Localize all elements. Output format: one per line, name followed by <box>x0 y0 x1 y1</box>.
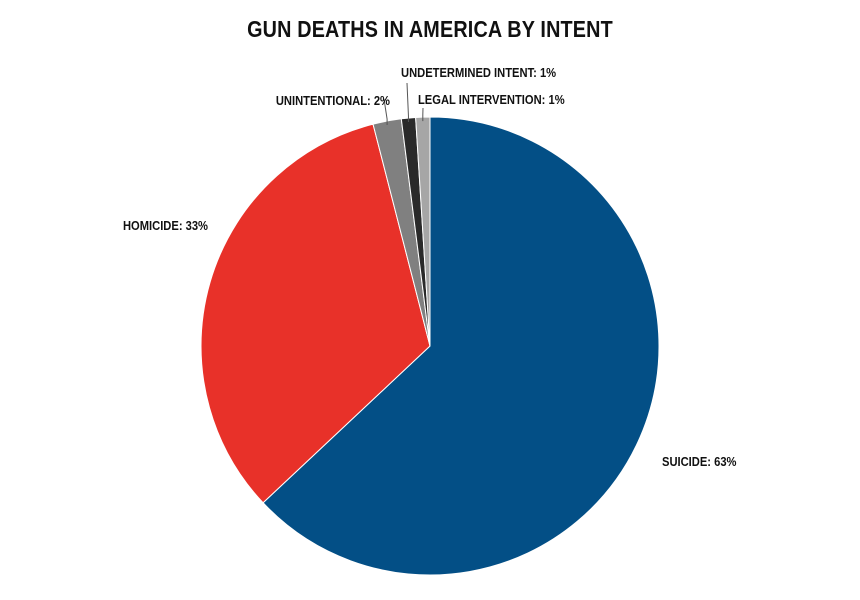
slice-label-unintentional: UNINTENTIONAL: 2% <box>276 93 390 108</box>
slice-label-suicide: SUICIDE: 63% <box>662 454 737 469</box>
pie-slice-suicide <box>262 116 660 576</box>
pie-slice-homicide <box>200 123 431 504</box>
pie-slices <box>200 116 660 576</box>
label-leader-lines <box>383 82 424 126</box>
slice-label-homicide: HOMICIDE: 33% <box>123 218 208 233</box>
slice-labels: SUICIDE: 63% HOMICIDE: 33% UNINTENTIONAL: … <box>123 65 737 469</box>
slice-label-undetermined-intent: UNDETERMINED INTENT: 1% <box>401 65 556 80</box>
leader-line-undetermined-intent <box>406 82 409 123</box>
leader-line-unintentional <box>383 98 388 126</box>
slice-label-legal-intervention: LEGAL INTERVENTION: 1% <box>418 92 565 107</box>
chart-title: GUN DEATHS IN AMERICA BY INTENT <box>247 16 613 42</box>
